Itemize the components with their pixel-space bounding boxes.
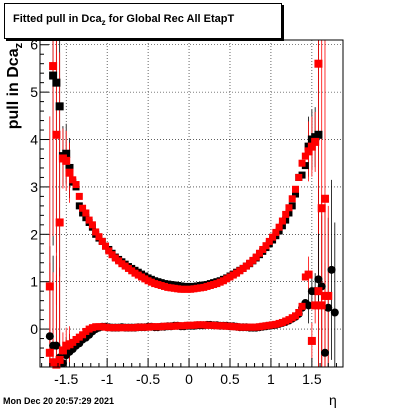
data-point-marker xyxy=(52,78,61,87)
data-point-marker xyxy=(311,137,320,146)
data-point-marker xyxy=(307,142,316,151)
data-point-marker xyxy=(304,270,313,279)
y-tick-label: 1 xyxy=(30,274,38,290)
data-point-marker xyxy=(324,291,333,300)
data-point-marker xyxy=(49,62,58,71)
data-point-marker xyxy=(98,237,106,245)
data-point-marker xyxy=(92,228,100,236)
y-tick-label: 2 xyxy=(30,226,38,242)
data-point-marker xyxy=(79,204,87,212)
data-point-marker xyxy=(295,173,303,181)
data-point-marker xyxy=(311,301,320,310)
data-point-marker xyxy=(330,308,339,317)
plot-frame xyxy=(39,39,344,368)
data-point-marker xyxy=(88,221,96,229)
data-point-marker xyxy=(82,209,90,217)
y-tick-label: 0 xyxy=(30,321,38,337)
data-point-marker xyxy=(58,346,67,355)
data-markers xyxy=(45,59,339,369)
date-stamp: Mon Dec 20 20:57:29 2021 xyxy=(3,396,115,406)
y-tick-label: 6 xyxy=(30,37,38,53)
gridlines xyxy=(40,40,343,367)
data-point-marker xyxy=(324,303,333,312)
data-point-marker xyxy=(262,242,270,250)
data-point-marker xyxy=(65,163,74,172)
x-tick-label: 1.5 xyxy=(302,371,322,387)
tick-labels: -1.5 -1 -0.5 0 0.5 1 1.5 0 1 2 3 4 5 6 xyxy=(30,37,322,387)
data-point-marker xyxy=(314,287,323,296)
data-point-marker xyxy=(252,253,260,261)
x-tick-label: -1 xyxy=(101,371,114,387)
data-point-marker xyxy=(72,181,80,189)
x-tick-label: -1.5 xyxy=(54,371,78,387)
data-point-marker xyxy=(85,216,93,224)
chart-title-box: Fitted pull in Dcaz for Global Rec All E… xyxy=(4,3,282,39)
chart-title-rest: for Global Rec All EtapT xyxy=(105,13,235,25)
y-axis-label-sub: z xyxy=(13,42,26,49)
data-point-marker xyxy=(55,102,64,111)
chart-title: Fitted pull in Dcaz for Global Rec All E… xyxy=(13,13,234,27)
x-axis-label: η xyxy=(329,392,337,408)
y-tick-label: 5 xyxy=(30,84,38,100)
data-point-marker xyxy=(75,192,83,200)
chart-title-sub: z xyxy=(101,18,106,28)
data-point-marker xyxy=(295,309,303,316)
data-point-marker xyxy=(62,156,71,165)
y-tick-label: 3 xyxy=(30,179,38,195)
x-tick-label: 0.5 xyxy=(220,371,240,387)
data-point-marker xyxy=(62,149,71,158)
data-point-marker xyxy=(55,218,64,227)
data-point-marker xyxy=(301,152,309,160)
data-point-marker xyxy=(298,159,306,167)
data-point-marker xyxy=(272,228,280,236)
data-point-marker xyxy=(65,168,74,177)
data-point-marker xyxy=(49,71,58,80)
data-point-marker xyxy=(102,242,110,250)
data-point-marker xyxy=(259,245,267,253)
data-point-marker xyxy=(298,302,306,310)
data-point-marker xyxy=(52,130,61,139)
x-tick-label: 1 xyxy=(267,371,275,387)
y-axis-label: pull in Dcaz xyxy=(5,21,25,151)
data-point-marker xyxy=(265,237,273,245)
data-point-marker xyxy=(320,348,329,357)
data-point-marker xyxy=(285,204,293,212)
data-point-marker xyxy=(105,247,113,255)
chart-title-main: Fitted pull in Dca xyxy=(13,13,102,25)
x-tick-label: -0.5 xyxy=(136,371,160,387)
data-point-marker xyxy=(307,336,316,345)
data-point-marker xyxy=(255,249,263,257)
data-point-marker xyxy=(52,341,61,350)
data-point-marker xyxy=(69,176,77,184)
data-point-marker xyxy=(314,59,323,68)
y-tick-label: 4 xyxy=(30,132,38,148)
data-point-marker xyxy=(327,265,336,274)
data-point-marker xyxy=(314,130,323,139)
data-point-marker xyxy=(269,233,277,241)
data-point-marker xyxy=(275,223,283,231)
data-point-marker xyxy=(292,185,300,193)
data-point-marker xyxy=(52,360,61,369)
data-point-marker xyxy=(288,195,296,203)
y-axis-label-main: pull in Dca xyxy=(4,48,22,130)
data-point-marker xyxy=(314,275,323,284)
data-point-marker xyxy=(317,301,326,310)
data-point-marker xyxy=(45,348,54,357)
data-point-marker xyxy=(282,210,290,218)
data-point-marker xyxy=(95,233,103,241)
data-point-marker xyxy=(304,301,313,310)
data-point-marker xyxy=(55,355,64,364)
data-point-marker xyxy=(292,190,300,198)
axis-ticks xyxy=(40,44,337,368)
data-point-marker xyxy=(45,282,54,291)
data-point-marker xyxy=(317,204,326,213)
data-point-marker xyxy=(45,332,54,341)
data-point-marker xyxy=(304,147,313,156)
data-point-marker xyxy=(320,194,329,203)
x-tick-label: 0 xyxy=(185,371,193,387)
data-point-marker xyxy=(278,217,286,225)
